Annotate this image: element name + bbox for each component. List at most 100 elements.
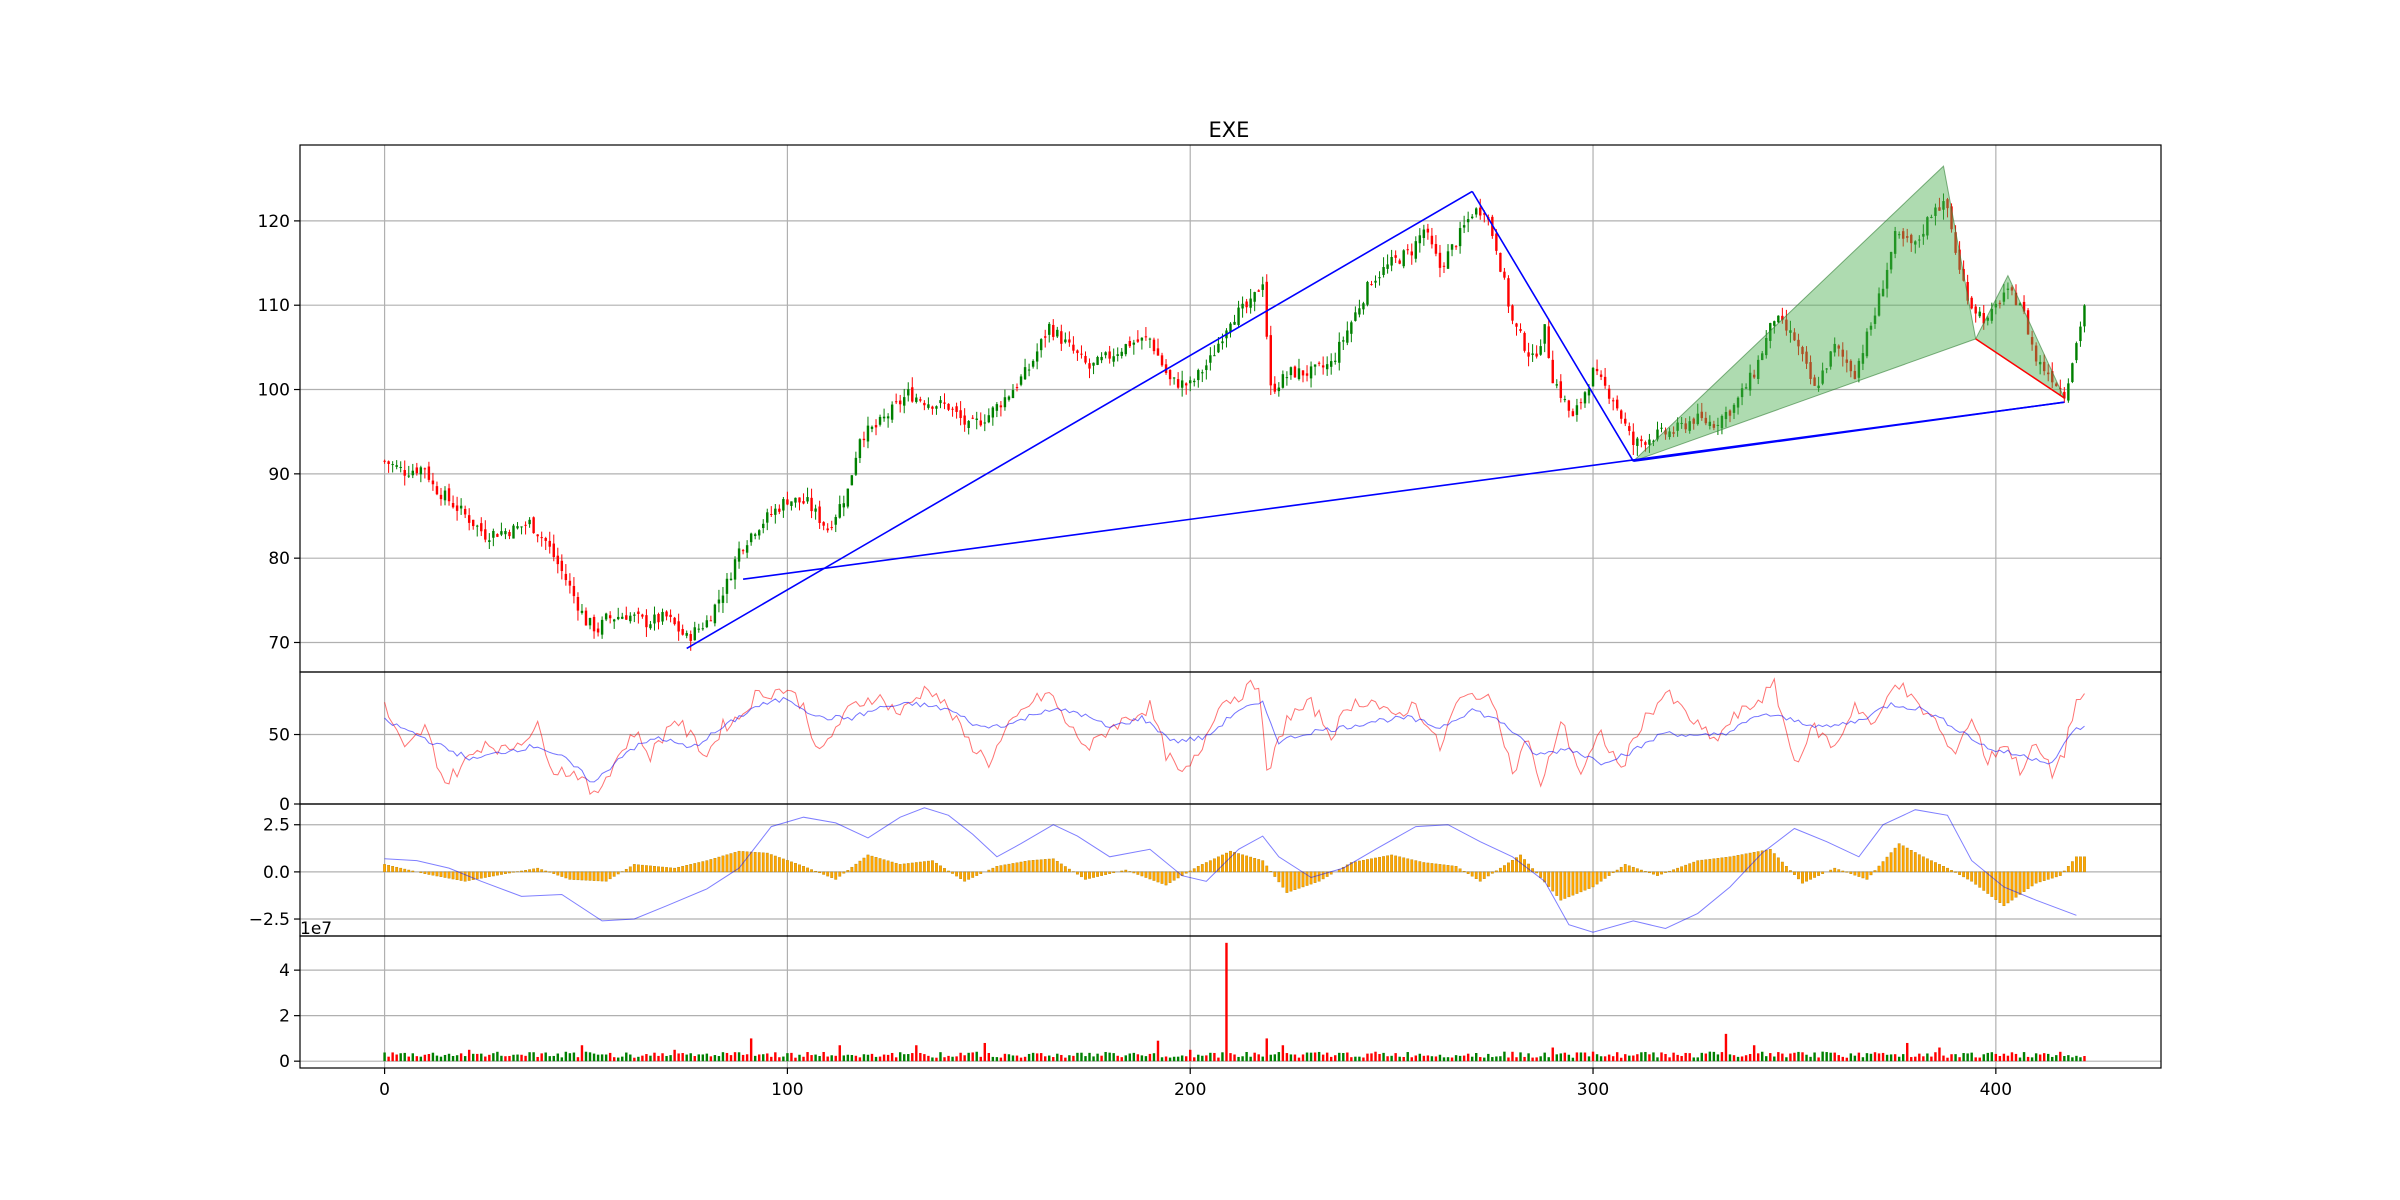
macd-hist-bar xyxy=(1740,854,1744,873)
macd-hist-bar xyxy=(1249,856,1253,873)
macd-hist-bar xyxy=(802,866,805,873)
volume-bar xyxy=(532,1052,535,1062)
price-y-tick-label: 100 xyxy=(258,381,290,401)
candle-body xyxy=(1301,370,1305,376)
volume-bar xyxy=(1454,1055,1458,1062)
candle-body xyxy=(1305,373,1309,376)
candle-body xyxy=(967,421,970,428)
macd-hist-bar xyxy=(818,871,822,874)
macd-hist-bar xyxy=(1442,864,1446,873)
candle-body xyxy=(2026,310,2030,335)
candle-body xyxy=(1140,337,1144,341)
macd-hist-bar xyxy=(1446,865,1450,873)
macd-hist-bar xyxy=(1345,864,1349,873)
macd-hist-bar xyxy=(1160,871,1164,884)
volume-y-tick-label: 2 xyxy=(279,1007,290,1027)
candle-body xyxy=(637,611,640,614)
macd-hist-bar xyxy=(487,871,491,877)
candle-body xyxy=(1430,235,1434,245)
volume-bar xyxy=(1656,1057,1659,1062)
volume-bar xyxy=(2067,1055,2070,1062)
macd-hist-bar xyxy=(1080,871,1083,878)
volume-panel: 0 2 4 1e7 xyxy=(279,919,2161,1072)
candle-body xyxy=(1261,284,1264,290)
macd-hist-bar xyxy=(1704,859,1708,873)
candle-body xyxy=(1853,370,1857,379)
macd-hist-bar xyxy=(572,871,576,880)
macd-hist-bar xyxy=(1913,852,1917,873)
volume-bar xyxy=(1555,1054,1558,1062)
macd-hist-bar xyxy=(1571,871,1575,896)
macd-hist-bar xyxy=(810,869,813,873)
candle-body xyxy=(1821,370,1824,384)
candle-body xyxy=(629,615,632,622)
volume-bar xyxy=(1458,1055,1462,1062)
candle-body xyxy=(753,534,757,536)
volume-bar xyxy=(1184,1056,1188,1062)
volume-bar xyxy=(1720,1052,1724,1062)
macd-hist-bar xyxy=(1144,871,1148,878)
candle-body xyxy=(2067,383,2070,401)
volume-bar xyxy=(1285,1053,1289,1062)
candle-body xyxy=(1901,231,1905,239)
volume-bar xyxy=(1595,1054,1599,1062)
macd-hist-bar xyxy=(1204,862,1208,873)
volume-bar xyxy=(935,1057,938,1062)
candle-body xyxy=(1950,206,1953,230)
macd-hist-bar xyxy=(1861,871,1865,879)
volume-bar xyxy=(1873,1052,1877,1062)
volume-bar xyxy=(1406,1052,1409,1062)
candle-body xyxy=(1978,311,1981,317)
volume-bar xyxy=(1700,1052,1704,1062)
macd-hist-bar xyxy=(1136,871,1140,875)
macd-hist-bar xyxy=(1124,869,1128,873)
macd-hist-bar xyxy=(608,871,612,880)
volume-bar xyxy=(1217,1057,1220,1062)
volume-bar xyxy=(701,1054,705,1062)
candle-body xyxy=(1245,301,1248,308)
macd-hist-bar xyxy=(1394,855,1398,873)
macd-hist-bar xyxy=(798,864,801,873)
macd-hist-bar xyxy=(1217,856,1220,873)
volume-bar xyxy=(560,1057,564,1062)
macd-hist-bar xyxy=(1341,866,1345,873)
volume-bar xyxy=(1575,1052,1579,1062)
macd-hist-bar xyxy=(1120,870,1124,873)
candle-body xyxy=(971,417,974,419)
candle-body xyxy=(439,494,443,500)
volume-bar xyxy=(1394,1053,1397,1062)
macd-hist-bar xyxy=(1587,871,1591,889)
macd-hist-bar xyxy=(1660,871,1663,875)
volume-bar xyxy=(923,1054,926,1062)
volume-bar xyxy=(782,1056,785,1062)
volume-bar xyxy=(927,1055,930,1062)
volume-bar xyxy=(882,1054,886,1062)
volume-bar xyxy=(1897,1056,1901,1062)
macd-hist-bar xyxy=(1503,865,1506,873)
macd-hist-bar xyxy=(1873,870,1877,873)
macd-hist-bar xyxy=(1450,865,1454,873)
candle-body xyxy=(786,499,789,505)
volume-bar xyxy=(1547,1057,1550,1062)
macd-hist-bar xyxy=(2034,871,2038,884)
volume-bar xyxy=(1603,1056,1607,1062)
macd-hist-bar xyxy=(1305,871,1309,886)
volume-bar xyxy=(1100,1055,1103,1062)
candle-body xyxy=(1926,217,1929,236)
volume-bar xyxy=(1354,1056,1357,1062)
volume-scale-label: 1e7 xyxy=(300,919,332,939)
volume-bar xyxy=(854,1055,858,1062)
macd-hist-bar xyxy=(540,869,544,873)
volume-bar xyxy=(1374,1051,1377,1062)
macd-hist-bar xyxy=(1728,856,1732,873)
macd-hist-bar xyxy=(794,863,797,873)
macd-hist-bar xyxy=(1905,847,1909,873)
macd-hist-bar xyxy=(1490,871,1494,874)
macd-hist-bar xyxy=(2083,856,2086,873)
candle-body xyxy=(1918,239,1921,241)
candle-body xyxy=(1221,341,1224,344)
candle-body xyxy=(939,400,942,404)
candle-body xyxy=(1124,344,1127,355)
macd-hist-bar xyxy=(822,871,826,875)
candle-body xyxy=(476,525,479,527)
